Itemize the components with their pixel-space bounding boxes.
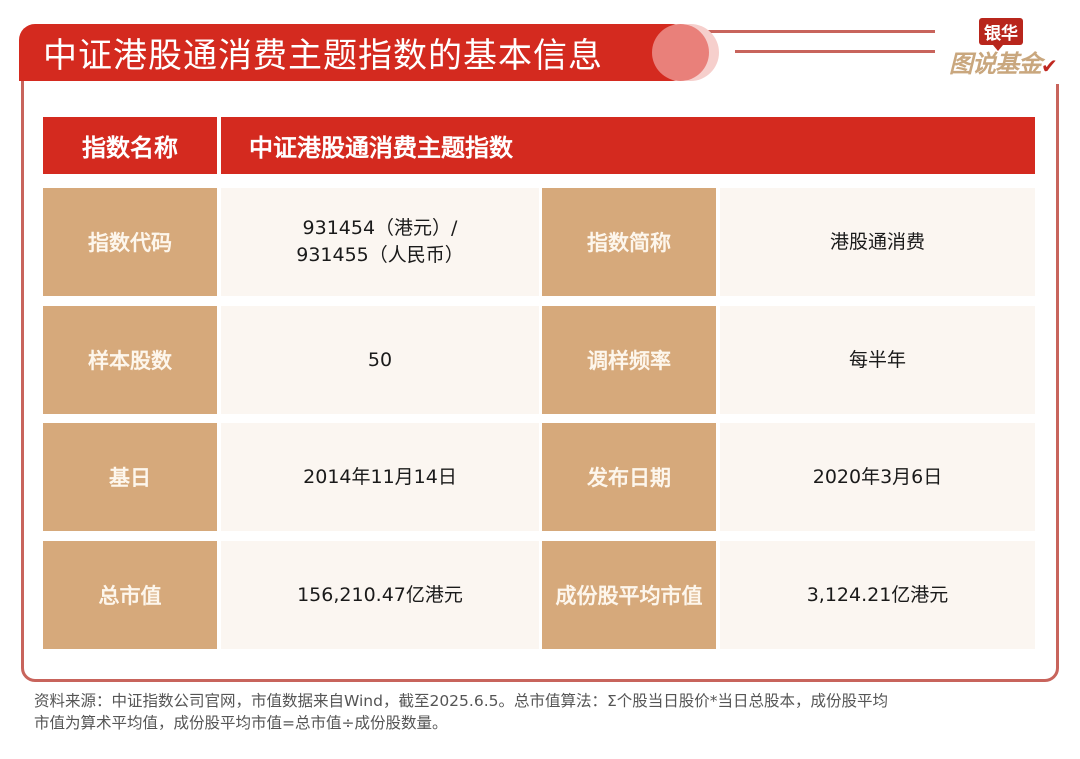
total-market-cap-value: 156,210.47亿港元 — [221, 541, 539, 649]
launch-date-label: 发布日期 — [542, 423, 716, 531]
page-title: 中证港股通消费主题指数的基本信息 — [43, 36, 603, 76]
rebalance-frequency-value: 每半年 — [720, 306, 1035, 414]
index-name-label: 指数名称 — [43, 117, 217, 174]
checkmark-icon: ✔ — [1041, 54, 1058, 78]
frame-accent-line — [1056, 88, 1059, 110]
footnote-line-2: 市值为算术平均值，成份股平均市值=总市值÷成份股数量。 — [34, 714, 448, 733]
sample-count-label: 样本股数 — [43, 306, 217, 414]
index-code-label: 指数代码 — [43, 188, 217, 296]
index-short-name-value: 港股通消费 — [720, 188, 1035, 296]
index-name-value: 中证港股通消费主题指数 — [221, 117, 1035, 174]
base-date-label: 基日 — [43, 423, 217, 531]
index-code-value: 931454（港元）/ 931455（人民币） — [221, 188, 539, 296]
logo-tagline: 图说基金 — [949, 50, 1042, 78]
logo-speech-bubble: 银华 — [979, 18, 1023, 51]
title-divider-line — [735, 50, 935, 53]
footnote-line-1: 资料来源：中证指数公司官网，市值数据来自Wind，截至2025.6.5。总市值算… — [34, 692, 889, 710]
brand-logo: 银华 图说基金 ✔ — [945, 18, 1065, 88]
index-short-name-label: 指数简称 — [542, 188, 716, 296]
avg-constituent-cap-value: 3,124.21亿港元 — [720, 541, 1035, 649]
avg-constituent-cap-label: 成份股平均市值 — [542, 541, 716, 649]
base-date-value: 2014年11月14日 — [221, 423, 539, 531]
total-market-cap-label: 总市值 — [43, 541, 217, 649]
rebalance-frequency-label: 调样频率 — [542, 306, 716, 414]
banner-ghost-shape — [652, 24, 709, 81]
title-banner: 中证港股通消费主题指数的基本信息 — [19, 24, 719, 81]
source-footnote: 资料来源：中证指数公司官网，市值数据来自Wind，截至2025.6.5。总市值算… — [34, 690, 1054, 735]
index-code-hkd: 931454（港元）/ — [302, 217, 458, 240]
launch-date-value: 2020年3月6日 — [720, 423, 1035, 531]
sample-count-value: 50 — [221, 306, 539, 414]
index-code-cny: 931455（人民币） — [296, 244, 464, 266]
